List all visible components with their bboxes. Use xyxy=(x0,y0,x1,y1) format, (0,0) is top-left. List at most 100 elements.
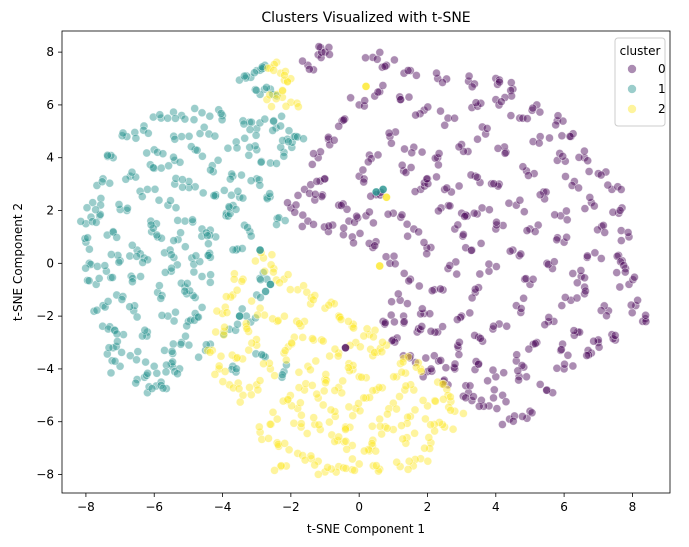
cluster-2-point xyxy=(219,330,229,340)
cluster-1-point xyxy=(223,143,233,153)
cluster-1-point xyxy=(232,143,242,153)
cluster-2-point xyxy=(283,395,293,404)
cluster-0-point xyxy=(514,375,523,385)
cluster-2-point xyxy=(218,377,228,386)
cluster-2-point xyxy=(244,327,253,336)
cluster-0-point xyxy=(455,337,464,347)
cluster-0-point xyxy=(403,231,412,241)
cluster-1-point xyxy=(163,200,173,210)
cluster-1-point xyxy=(113,337,122,346)
cluster-1-point xyxy=(173,369,182,379)
cluster-0-point xyxy=(387,139,396,148)
cluster-0-point xyxy=(425,309,435,319)
cluster-1-point xyxy=(276,121,285,131)
cluster-2-point xyxy=(294,102,303,111)
cluster-2-point xyxy=(275,278,284,288)
cluster-0-point xyxy=(387,336,397,346)
cluster-2-point xyxy=(298,451,307,460)
plot-frame xyxy=(61,30,671,494)
cluster-0-point xyxy=(399,311,408,321)
cluster-2-point xyxy=(459,409,468,418)
cluster-0-point xyxy=(535,380,545,389)
cluster-1-point xyxy=(178,175,187,184)
cluster-2-point xyxy=(409,385,419,395)
cluster-0-point xyxy=(558,116,568,126)
cluster-1-point xyxy=(125,302,134,312)
cluster-0-point xyxy=(414,227,423,237)
cluster-2-point xyxy=(260,266,270,276)
cluster-2-point xyxy=(324,300,334,310)
cluster-1-point xyxy=(279,151,289,161)
cluster-2-point xyxy=(318,400,328,410)
cluster-1-point xyxy=(114,200,124,209)
cluster-0-point xyxy=(339,230,348,239)
cluster-0-point xyxy=(397,210,407,220)
cluster-2-point xyxy=(359,446,369,456)
cluster-1-point xyxy=(225,324,234,334)
cluster-0-point xyxy=(551,120,561,130)
series-0-points xyxy=(283,42,651,429)
cluster-1-point xyxy=(284,137,293,146)
cluster-1-point xyxy=(176,339,186,349)
cluster-0-point xyxy=(406,66,415,75)
cluster-0-point xyxy=(518,412,527,421)
cluster-0-point xyxy=(459,147,468,156)
cluster-2-point xyxy=(259,253,268,263)
cluster-1-point xyxy=(181,242,190,251)
cluster-1-point xyxy=(97,177,107,186)
cluster-0-point xyxy=(461,393,471,403)
y-tick-label: 6 xyxy=(46,98,54,112)
cluster-2-point xyxy=(398,434,408,444)
cluster-2-point xyxy=(333,436,343,445)
cluster-1-point xyxy=(144,129,153,138)
cluster-2-point xyxy=(392,404,401,414)
cluster-0-point xyxy=(481,129,490,139)
cluster-1-point xyxy=(81,263,90,273)
legend-marker-0 xyxy=(627,64,637,74)
cluster-1-point xyxy=(103,324,113,334)
cluster-0-point xyxy=(445,201,455,211)
cluster-1-point xyxy=(175,364,184,374)
cluster-0-point xyxy=(530,227,540,236)
cluster-0-point xyxy=(500,149,510,158)
cluster-0-point xyxy=(422,174,432,184)
cluster-0-point xyxy=(403,66,413,75)
cluster-0-point xyxy=(370,241,380,250)
cluster-0-point xyxy=(499,368,509,378)
cluster-1-point xyxy=(112,342,121,351)
cluster-1-point xyxy=(168,357,177,367)
cluster-0-point xyxy=(522,372,531,382)
cluster-0-point xyxy=(540,320,550,330)
cluster-2-point xyxy=(255,303,265,313)
cluster-2-point xyxy=(365,446,374,456)
cluster-1-point xyxy=(278,370,287,380)
cluster-2-point xyxy=(397,421,406,430)
cluster-2-point xyxy=(247,390,256,400)
y-tick-label: −6 xyxy=(36,415,54,429)
cluster-0-point xyxy=(459,230,468,239)
cluster-1-point xyxy=(91,205,100,214)
x-tick-label: −8 xyxy=(77,500,95,514)
cluster-1-point xyxy=(167,347,177,356)
cluster-0-point xyxy=(471,357,481,366)
cluster-1-point xyxy=(188,217,197,227)
cluster-2-point xyxy=(255,376,265,385)
cluster-2-point xyxy=(348,411,358,421)
cluster-1-point xyxy=(117,295,127,304)
cluster-0-point xyxy=(401,168,411,177)
cluster-0-point xyxy=(489,179,499,188)
cluster-1-point xyxy=(240,220,249,230)
cluster-0-point xyxy=(506,78,516,87)
cluster-2-point xyxy=(222,308,232,317)
cluster-0-point xyxy=(585,193,595,202)
cluster-2-point xyxy=(284,445,294,455)
cluster-2-point xyxy=(341,436,351,446)
cluster-1-point xyxy=(167,263,176,273)
cluster-1-point xyxy=(157,163,166,173)
x-tick-label: 2 xyxy=(424,500,432,514)
cluster-2-point xyxy=(312,389,322,399)
cluster-2-point xyxy=(326,405,336,415)
cluster-0-point xyxy=(535,107,545,117)
cluster-2-point xyxy=(383,409,392,419)
cluster-0-point xyxy=(438,322,447,331)
